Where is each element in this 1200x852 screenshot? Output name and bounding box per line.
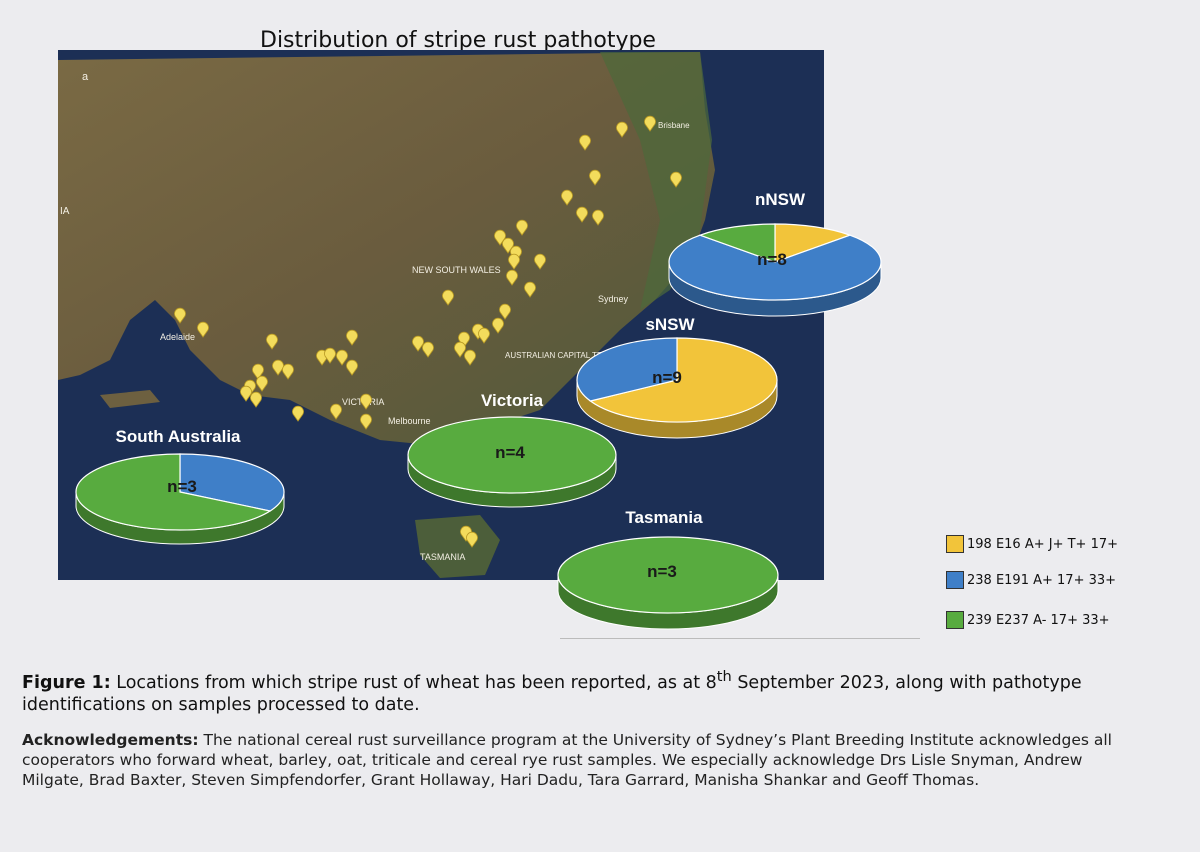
location-pin [360, 393, 372, 410]
pie-region-label: sNSW [645, 315, 695, 334]
pie-slice-green [407, 416, 617, 494]
pie-south-australia: n=3 South Australia [75, 427, 285, 545]
location-pin [524, 281, 536, 298]
location-pin [292, 405, 304, 422]
legend-item-198: 198 E16 A+ J+ T+ 17+ [946, 535, 1118, 553]
legend-label: 198 E16 A+ J+ T+ 17+ [967, 536, 1119, 552]
pie-n-label: n=4 [495, 443, 525, 462]
map-label-nsw: NEW SOUTH WALES [412, 265, 501, 275]
location-pin [466, 531, 478, 548]
location-pin [412, 335, 424, 352]
location-pin [324, 347, 336, 364]
location-pin [502, 237, 514, 254]
location-pin [499, 303, 511, 320]
location-pin [458, 331, 470, 348]
pie-region-label: Victoria [481, 391, 544, 410]
map-label-brisbane: Brisbane [658, 121, 690, 130]
location-pin [336, 349, 348, 366]
map-label-melbourne: Melbourne [388, 416, 431, 426]
location-pin [589, 169, 601, 186]
location-pin [422, 341, 434, 358]
location-pin [670, 171, 682, 188]
pie-n-label: n=3 [647, 562, 677, 581]
location-pin [464, 349, 476, 366]
location-pin [346, 329, 358, 346]
acknowledgements: Acknowledgements: The national cereal ru… [22, 730, 1142, 790]
caption-label: Figure 1: [22, 672, 111, 693]
map-label-sydney: Sydney [598, 294, 629, 304]
legend-swatch-blue [946, 571, 964, 589]
pie-n-label: n=9 [652, 368, 682, 387]
caption-text-a: Locations from which stripe rust of whea… [110, 672, 717, 693]
map-label-adelaide: Adelaide [160, 332, 195, 342]
location-pin [197, 321, 209, 338]
pie-region-label: Tasmania [625, 508, 703, 527]
pie-slice-green [75, 453, 272, 531]
kangaroo-island [100, 390, 160, 408]
map-label-tasmania: TASMANIA [420, 552, 465, 562]
pie-tasmania: n=3 Tasmania [557, 508, 779, 630]
location-pin [250, 391, 262, 408]
chart-title: Distribution of stripe rust pathotype [260, 28, 656, 53]
caption-text-b: September 2023, along with pathotype ide… [22, 672, 1082, 715]
location-pin [330, 403, 342, 420]
location-pin [256, 375, 268, 392]
location-pin [534, 253, 546, 270]
location-pin [579, 134, 591, 151]
location-pin [454, 341, 466, 358]
legend-swatch-green [946, 611, 964, 629]
pie-n-label: n=3 [167, 477, 197, 496]
location-pin [576, 206, 588, 223]
location-pin [516, 219, 528, 236]
pie-slice-green [557, 536, 779, 614]
divider [560, 638, 920, 639]
location-pin [508, 253, 520, 270]
pie-slice-green [698, 223, 776, 263]
location-pin [240, 385, 252, 402]
location-pin [252, 363, 264, 380]
figure-caption: Figure 1: Locations from which stripe ru… [22, 666, 1132, 716]
location-pin [478, 327, 490, 344]
location-pin [561, 189, 573, 206]
map-label-act: AUSTRALIAN CAPITAL TERRITORY [505, 351, 639, 360]
legend-label: 239 E237 A- 17+ 33+ [967, 612, 1110, 628]
legend-item-238: 238 E191 A+ 17+ 33+ [946, 571, 1116, 589]
map-label-a: a [82, 71, 89, 83]
location-pin [266, 333, 278, 350]
pie-n-label: n=8 [757, 250, 787, 269]
location-pin [592, 209, 604, 226]
pie-slice-blue [668, 234, 882, 301]
location-pin [492, 317, 504, 334]
pie-nnsw: n=8 nNSW [668, 190, 882, 317]
pie-region-label: South Australia [116, 427, 242, 446]
location-pin [282, 363, 294, 380]
location-pin [442, 289, 454, 306]
pie-region-label: nNSW [755, 190, 806, 209]
map-chart: a IA NEW SOUTH WALES Sydney AUSTRALIAN CAPIT… [58, 50, 882, 630]
map-label-ia: IA [60, 206, 70, 217]
tasmania-land [415, 515, 500, 578]
mainland [58, 52, 715, 445]
caption-sup: th [716, 668, 732, 685]
location-pin [494, 229, 506, 246]
location-pin [346, 359, 358, 376]
pie-slice-yellow [588, 337, 778, 423]
legend-swatch-yellow [946, 535, 964, 553]
pie-slice-yellow [774, 223, 852, 263]
location-pin [506, 269, 518, 286]
location-pin [174, 307, 186, 324]
location-pin [616, 121, 628, 138]
legend-label: 238 E191 A+ 17+ 33+ [967, 572, 1117, 588]
location-pin [644, 115, 656, 132]
pie-slice-blue [179, 453, 285, 512]
location-pin [510, 245, 522, 262]
location-pin [360, 413, 372, 430]
legend-item-239: 239 E237 A- 17+ 33+ [946, 611, 1110, 629]
ack-label: Acknowledgements: [22, 731, 199, 749]
pie-victoria: n=4 Victoria [407, 391, 617, 508]
pie-slice-blue [576, 337, 678, 402]
ack-text: The national cereal rust surveillance pr… [22, 731, 1112, 789]
pie-snsw: n=9 sNSW [576, 315, 778, 439]
